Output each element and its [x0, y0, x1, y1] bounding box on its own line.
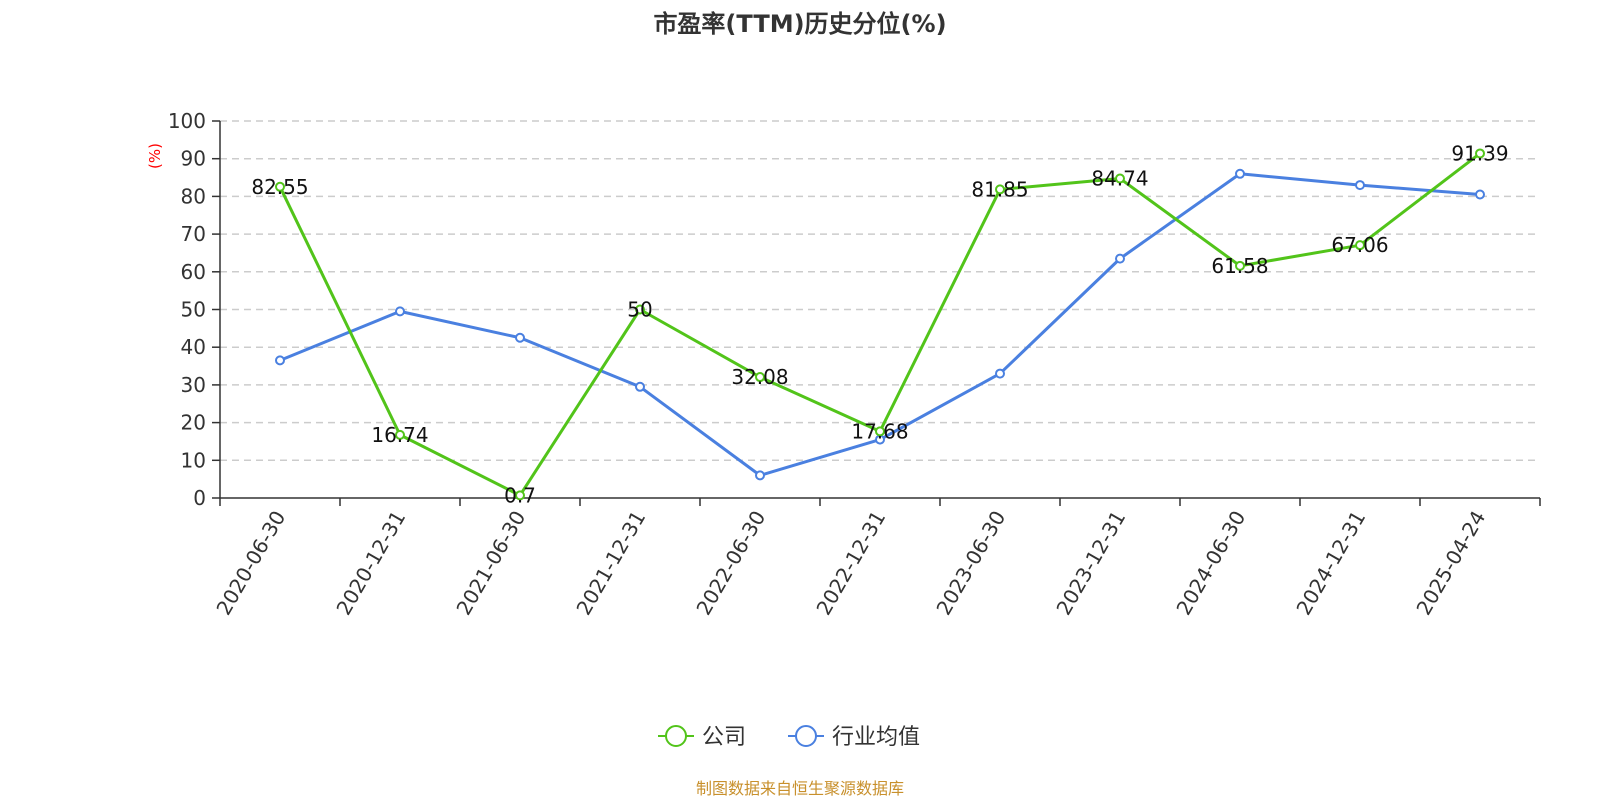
data-point [1475, 189, 1485, 200]
data-point [275, 181, 285, 192]
y-tick-label: 60 [181, 260, 206, 284]
y-tick-label: 40 [181, 335, 206, 359]
data-label: 32.08 [731, 365, 788, 389]
data-label: 50 [627, 298, 652, 322]
y-tick-label: 30 [181, 373, 206, 397]
data-label: 67.06 [1331, 233, 1388, 257]
source-note: 制图数据来自恒生聚源数据库 [696, 779, 904, 798]
y-tick-label: 50 [181, 298, 206, 322]
data-label: 82.55 [251, 175, 308, 199]
data-label: 61.58 [1211, 254, 1268, 278]
legend[interactable]: 公司 行业均值 [658, 725, 920, 750]
data-point [995, 184, 1005, 195]
data-point [275, 355, 285, 366]
data-point [875, 426, 885, 437]
legend-marker [665, 725, 687, 747]
x-tick-label: 2020-12-31 [331, 507, 410, 620]
x-tick-label: 2022-06-30 [691, 507, 770, 620]
gridlines [220, 120, 1540, 462]
legend-label: 公司 [702, 725, 746, 750]
series-lines [275, 148, 1485, 501]
data-label: 0.7 [504, 483, 536, 507]
data-point [1355, 240, 1365, 251]
legend-label: 行业均值 [832, 725, 920, 750]
y-tick-label: 70 [181, 222, 206, 246]
data-point [755, 372, 765, 383]
y-axis-unit-label: (%) [146, 143, 164, 169]
x-tick-label: 2025-04-24 [1411, 507, 1490, 620]
data-point [1235, 168, 1245, 179]
data-point [1115, 253, 1125, 264]
data-point [755, 470, 765, 481]
data-label: 16.74 [371, 423, 428, 447]
data-label: 81.85 [971, 177, 1028, 201]
y-tick-label: 100 [168, 109, 206, 133]
y-tick-label: 80 [181, 184, 206, 208]
legend-item-1[interactable]: 行业均值 [788, 725, 920, 750]
data-labels: 82.55 16.74 0.7 50 32.08 17.68 81.85 84.74 61.58… [251, 141, 1508, 507]
x-tick-label: 2021-12-31 [571, 507, 650, 620]
data-point [1115, 173, 1125, 184]
data-point [635, 304, 645, 315]
chart-title: 市盈率(TTM)历史分位(%) [653, 10, 946, 38]
data-point [515, 490, 525, 501]
y-tick-label: 0 [193, 486, 206, 510]
data-label: 91.39 [1451, 141, 1508, 165]
y-tick-label: 10 [181, 448, 206, 472]
legend-item-0[interactable]: 公司 [658, 725, 746, 750]
x-tick-label: 2023-06-30 [931, 507, 1010, 620]
data-point [1235, 260, 1245, 271]
legend-marker [795, 725, 817, 747]
data-label: 84.74 [1091, 167, 1148, 191]
x-tick-label: 2024-12-31 [1291, 507, 1370, 620]
data-point [995, 368, 1005, 379]
data-point [1475, 148, 1485, 159]
x-tick-label: 2020-06-30 [211, 507, 290, 620]
data-point [395, 306, 405, 317]
x-tick-label: 2022-12-31 [811, 507, 890, 620]
axes: 0 10 20 30 40 50 60 70 80 90 100 2020-06-30 2020-12-… [168, 109, 1541, 620]
data-point [635, 381, 645, 392]
x-tick-label: 2023-12-31 [1051, 507, 1130, 620]
data-label: 17.68 [851, 419, 908, 443]
y-tick-label: 90 [181, 147, 206, 171]
data-point [515, 332, 525, 343]
data-point [1355, 180, 1365, 191]
y-tick-label: 20 [181, 411, 206, 435]
x-tick-label: 2021-06-30 [451, 507, 530, 620]
x-tick-label: 2024-06-30 [1171, 507, 1250, 620]
data-point [395, 429, 405, 440]
